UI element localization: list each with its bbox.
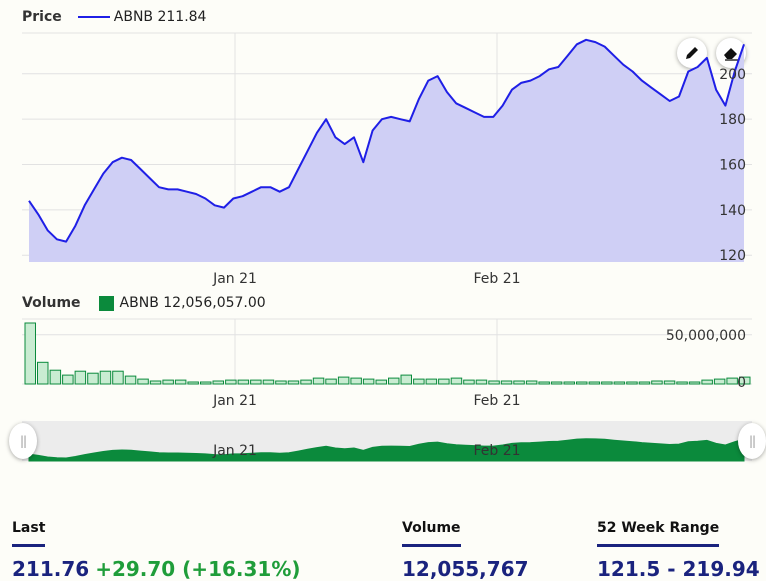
volume-bar: [400, 374, 412, 385]
volume-bar: [538, 381, 550, 385]
volume-bar: [463, 379, 475, 385]
volume-bar: [62, 374, 74, 385]
price-area: [29, 39, 744, 262]
stat-last: Last 211.76 +29.70 (+16.31%): [12, 517, 301, 581]
volume-bar: [601, 381, 613, 385]
volume-bar: [37, 361, 49, 385]
volume-bar: [137, 378, 149, 385]
volume-bar: [450, 377, 463, 385]
volume-series-label[interactable]: ABNB 12,056,057.00: [119, 295, 266, 311]
price-y-tick-label: 160: [719, 158, 746, 174]
volume-y-tick-label: 0: [737, 375, 746, 391]
volume-bar: [162, 379, 174, 385]
volume-x-tick-label: Jan 21: [212, 393, 257, 409]
navigator-right-handle[interactable]: ||: [738, 423, 766, 459]
volume-bar: [275, 380, 287, 385]
volume-bar: [312, 377, 325, 385]
volume-bar: [563, 381, 575, 385]
volume-bar: [500, 380, 513, 385]
price-y-tick-label: 200: [719, 67, 746, 83]
price-x-tick-label: Feb 21: [473, 271, 520, 287]
volume-bar: [187, 381, 199, 385]
volume-bar: [49, 369, 62, 385]
navigator-x-tick-label: Feb 21: [473, 443, 520, 459]
volume-bar: [676, 381, 688, 385]
volume-y-tick-label: 50,000,000: [666, 328, 746, 344]
price-legend: Price ABNB 211.84: [22, 9, 206, 25]
volume-bar: [337, 376, 350, 385]
price-line: [28, 38, 745, 243]
price-series-swatch: [77, 16, 110, 18]
volume-bar: [701, 379, 713, 385]
volume-x-tick-label: Feb 21: [473, 393, 520, 409]
volume-bar: [362, 378, 375, 385]
volume-bar: [576, 381, 588, 385]
volume-bar: [262, 379, 275, 385]
stat-volume: Volume 12,055,767: [402, 517, 529, 581]
volume-bar: [212, 380, 224, 385]
stat-range-value: 121.5 - 219.94: [597, 557, 760, 581]
volume-bar: [99, 370, 112, 385]
volume-bar: [425, 378, 438, 385]
stat-range: 52 Week Range 121.5 - 219.94: [597, 517, 760, 581]
volume-bar: [651, 380, 663, 385]
price-title: Price: [22, 9, 62, 25]
volume-bar: [350, 377, 362, 385]
volume-bar: [739, 376, 751, 385]
volume-bar: [174, 379, 187, 385]
volume-bar: [413, 378, 425, 385]
stat-last-change: +29.70 (+16.31%): [95, 557, 301, 581]
volume-bar: [87, 372, 99, 385]
volume-bar: [488, 380, 500, 385]
navigator-series: [28, 438, 745, 462]
volume-bar: [550, 381, 563, 385]
volume-bar: [438, 378, 450, 385]
stat-last-value: 211.76: [12, 557, 90, 581]
volume-bar: [588, 381, 601, 385]
volume-bar: [74, 370, 87, 385]
volume-bar: [688, 381, 701, 385]
volume-bar: [149, 380, 162, 385]
volume-bar: [626, 381, 638, 385]
volume-bar: [713, 378, 726, 385]
navigator-left-handle[interactable]: ||: [9, 423, 37, 459]
volume-bar: [525, 380, 538, 385]
price-series-label[interactable]: ABNB 211.84: [113, 9, 207, 25]
volume-bar: [225, 379, 237, 385]
volume-series-swatch: [98, 295, 114, 311]
chart-canvas[interactable]: 120 140 160 180 200 Jan 21 Feb 21 0 50,000,000 Ja…: [0, 0, 766, 480]
stat-last-label: Last: [12, 520, 46, 547]
stat-volume-value: 12,055,767: [402, 557, 529, 581]
stat-range-label: 52 Week Range: [597, 520, 720, 547]
volume-title: Volume: [22, 295, 81, 311]
stat-volume-label: Volume: [402, 520, 461, 547]
volume-bar: [287, 380, 300, 385]
volume-bar: [200, 381, 212, 385]
volume-bar: [475, 379, 488, 385]
volume-bar: [237, 379, 250, 385]
volume-bar: [726, 377, 738, 385]
volume-bar: [250, 379, 262, 385]
volume-bar: [325, 378, 337, 385]
volume-bar: [124, 375, 137, 385]
volume-legend: Volume ABNB 12,056,057.00: [22, 295, 266, 311]
volume-bar: [613, 381, 626, 385]
volume-bar: [112, 370, 124, 385]
volume-bar: [300, 379, 312, 385]
price-x-tick-label: Jan 21: [212, 271, 257, 287]
volume-bar: [513, 380, 525, 385]
volume-bar: [375, 379, 387, 385]
volume-bar: [388, 377, 400, 385]
volume-bar: [663, 380, 676, 385]
navigator-x-tick-label: Jan 21: [212, 443, 257, 459]
price-y-tick-label: 120: [719, 248, 746, 264]
price-y-tick-label: 180: [719, 112, 746, 128]
volume-bar: [24, 322, 36, 385]
volume-bar: [638, 381, 651, 385]
price-y-tick-label: 140: [719, 203, 746, 219]
